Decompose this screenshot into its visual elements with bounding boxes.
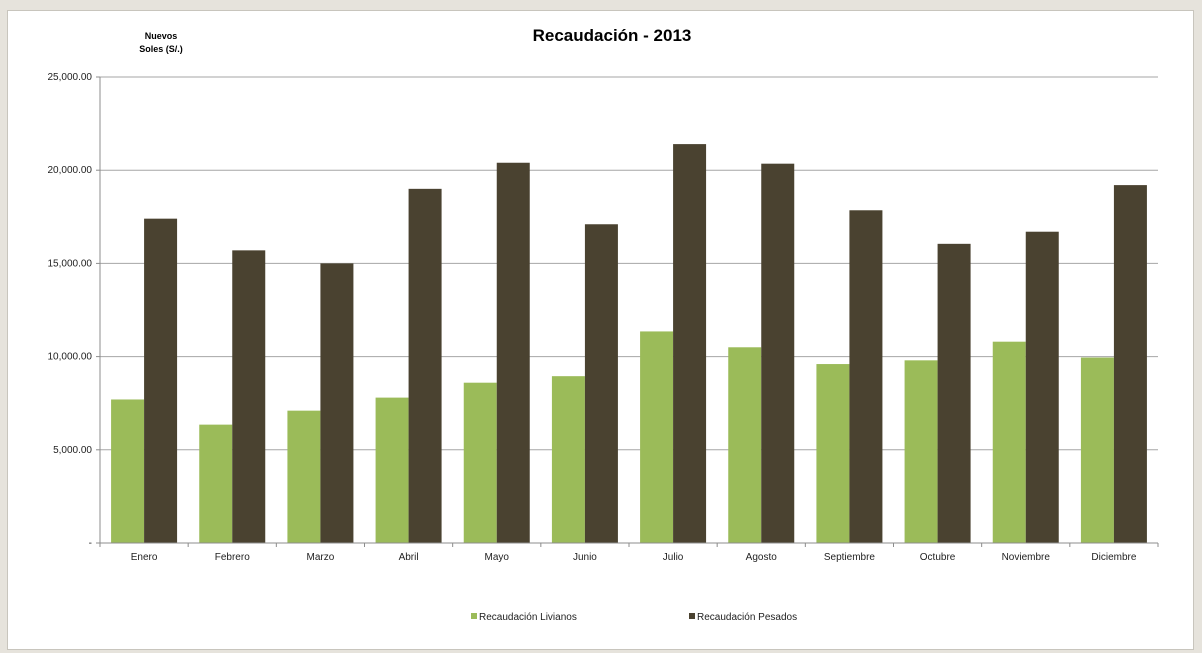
y-axis-label-line-1: Nuevos: [145, 31, 178, 41]
bar-livianos: [375, 397, 409, 543]
chart-title: Recaudación - 2013: [533, 26, 692, 45]
x-tick-label: Agosto: [746, 552, 778, 563]
bar-pesados: [1025, 231, 1059, 543]
bar-pesados: [320, 263, 354, 543]
bar-livianos: [1080, 357, 1114, 543]
legend-label: Recaudación Pesados: [697, 612, 797, 623]
x-tick-label: Junio: [573, 552, 597, 563]
bars-layer: [111, 144, 1147, 544]
x-tick-label: Marzo: [307, 552, 335, 563]
x-tick-label: Noviembre: [1002, 552, 1051, 563]
bar-livianos: [551, 376, 585, 543]
x-tick-label: Febrero: [215, 552, 250, 563]
bar-pesados: [673, 144, 707, 543]
bar-livianos: [728, 347, 762, 543]
legend-swatch: [689, 613, 695, 619]
bar-livianos: [463, 382, 497, 543]
bar-livianos: [640, 331, 674, 543]
x-tick-label: Julio: [663, 552, 684, 563]
legend-swatch: [471, 613, 477, 619]
bar-livianos: [111, 399, 145, 543]
bar-livianos: [816, 364, 850, 543]
chart-frame: Recaudación - 2013 Nuevos Soles (S/.) - 5…: [7, 10, 1194, 650]
bar-pesados: [584, 224, 618, 544]
bar-pesados: [937, 243, 971, 543]
y-tick-label: 20,000.00: [48, 165, 93, 176]
bar-pesados: [1113, 185, 1147, 543]
legend: Recaudación Livianos Recaudación Pesados: [471, 612, 797, 623]
x-tick-label: Enero: [131, 552, 158, 563]
bar-pesados: [408, 188, 442, 543]
y-axis-label-line-2: Soles (S/.): [139, 44, 183, 54]
grid-layer: [100, 76, 1158, 451]
bar-livianos: [904, 360, 938, 543]
legend-label: Recaudación Livianos: [479, 612, 577, 623]
x-tick-label: Octubre: [920, 552, 956, 563]
y-tick-label: 5,000.00: [53, 445, 92, 456]
bar-pesados: [144, 218, 178, 543]
y-tick-label: 15,000.00: [48, 258, 93, 269]
x-tick-label: Mayo: [485, 552, 510, 563]
y-tick-label: 25,000.00: [48, 72, 93, 83]
axis-layer: - 5,000.00 10,000.00 15,000.00 20,000.00 25,0…: [48, 72, 1159, 563]
y-tick-label: 10,000.00: [48, 352, 93, 363]
x-tick-label: Septiembre: [824, 552, 876, 563]
bar-livianos: [287, 410, 321, 543]
bar-pesados: [849, 210, 883, 543]
bar-pesados: [496, 162, 530, 543]
x-tick-label: Diciembre: [1091, 552, 1136, 563]
chart-svg: Recaudación - 2013 Nuevos Soles (S/.) - 5…: [48, 26, 1159, 623]
bar-livianos: [992, 341, 1026, 543]
bar-pesados: [232, 250, 266, 544]
bar-livianos: [199, 424, 233, 543]
y-tick-label: -: [89, 538, 92, 549]
bar-pesados: [761, 163, 795, 543]
x-tick-label: Abril: [399, 552, 419, 563]
